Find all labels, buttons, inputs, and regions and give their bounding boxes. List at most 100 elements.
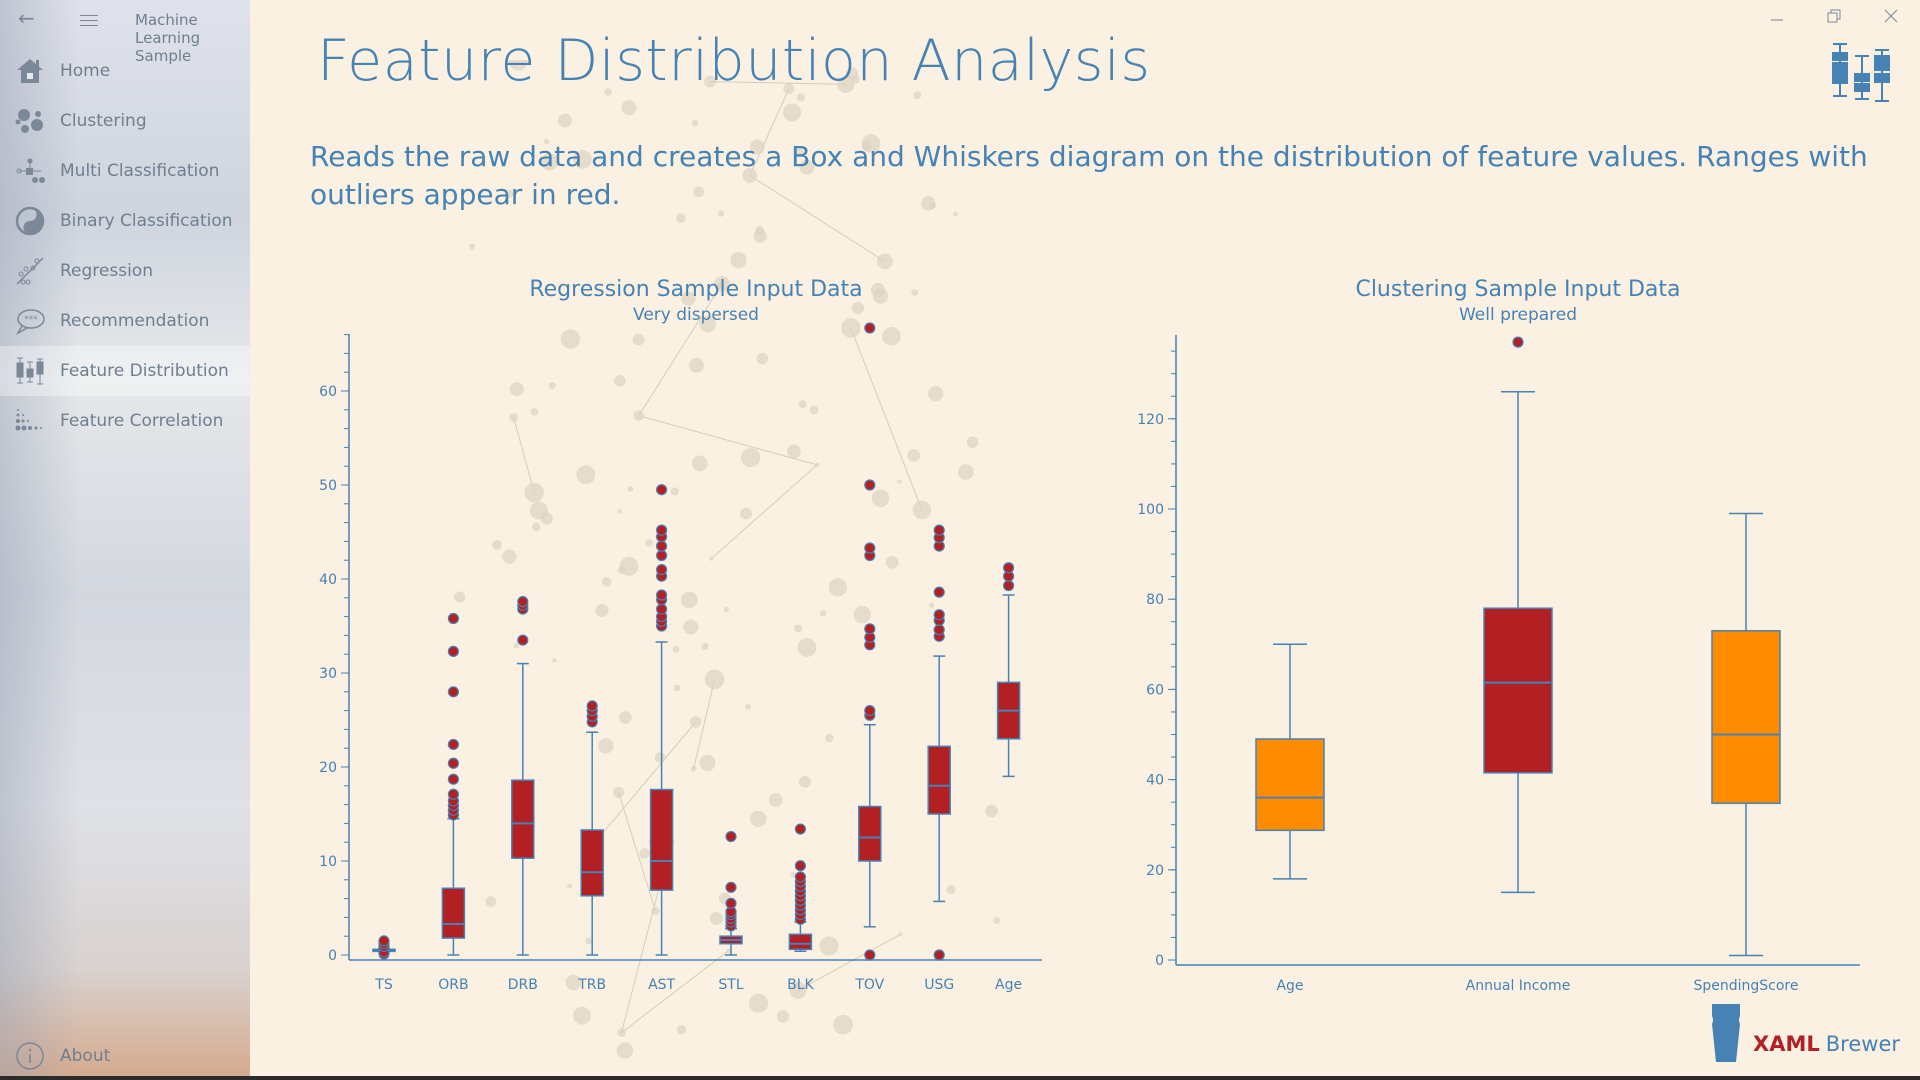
regression-icon: [14, 256, 46, 286]
restore-button[interactable]: [1827, 8, 1841, 27]
outlier-point: [655, 524, 668, 536]
network-node: [617, 1028, 626, 1038]
sidebar-item-binary-classification[interactable]: Binary Classification: [0, 196, 250, 246]
network-node: [704, 75, 716, 88]
x-tick-label: Age: [1276, 978, 1303, 994]
network-node: [730, 251, 747, 269]
outlier-point: [517, 634, 529, 646]
network-node: [552, 658, 557, 663]
network-node: [966, 436, 979, 449]
network-line: [711, 464, 818, 559]
back-button[interactable]: ←: [18, 6, 35, 30]
brand-xaml: XAML: [1753, 1032, 1820, 1056]
y-tick-label: 100: [1137, 502, 1164, 518]
network-node: [885, 555, 899, 569]
box-blk: [788, 933, 813, 951]
network-line: [587, 721, 697, 851]
network-node: [799, 159, 815, 175]
sidebar-item-home[interactable]: Home: [0, 46, 250, 96]
x-tick-label: DRB: [508, 977, 538, 993]
navigation-menu: Home Clustering Multi Classification Bin…: [0, 46, 250, 446]
network-node: [509, 382, 524, 397]
outlier-point: [933, 624, 945, 636]
outlier-point: [655, 549, 668, 562]
y-tick-label: 60: [1146, 682, 1164, 698]
x-tick-label: SpendingScore: [1693, 978, 1798, 994]
outlier-point: [655, 603, 668, 615]
network-node: [819, 936, 839, 956]
network-node: [782, 103, 801, 122]
network-node: [613, 786, 625, 798]
network-node: [744, 703, 751, 710]
network-node: [797, 638, 817, 657]
sidebar: ← Machine Learning Sample Home Clusterin…: [0, 0, 250, 1076]
outlier-point: [655, 589, 668, 601]
network-node: [491, 539, 502, 550]
network-node: [790, 871, 796, 878]
network-line: [710, 81, 846, 85]
network-node: [576, 465, 596, 485]
outlier-point: [864, 322, 876, 334]
outlier-point: [447, 645, 459, 657]
network-node: [513, 642, 520, 649]
info-icon: [14, 1041, 46, 1071]
network-node: [882, 327, 901, 346]
outlier-point: [447, 686, 459, 698]
x-tick-label: AST: [648, 977, 675, 993]
network-line: [749, 88, 790, 176]
sidebar-item-feature-distribution[interactable]: Feature Distribution: [0, 346, 250, 396]
network-node: [616, 1042, 634, 1059]
outlier-point: [794, 860, 807, 872]
clustering-icon: [14, 106, 46, 136]
network-node: [756, 352, 769, 365]
network-line: [797, 933, 901, 991]
network-node: [748, 993, 769, 1013]
home-icon: [14, 56, 46, 86]
sidebar-item-recommendation[interactable]: *** Recommendation: [0, 296, 250, 346]
network-node: [833, 1014, 853, 1035]
network-node: [750, 810, 767, 828]
network-node: [749, 139, 765, 155]
network-node: [699, 754, 716, 771]
chart-subtitle: Well prepared: [1458, 305, 1578, 325]
sidebar-item-about[interactable]: About: [0, 1036, 250, 1076]
network-node: [543, 138, 550, 145]
sidebar-item-regression[interactable]: Regression: [0, 246, 250, 296]
network-node: [851, 301, 865, 315]
outlier-point: [933, 524, 945, 536]
outlier-point: [933, 586, 945, 598]
minimize-button[interactable]: [1770, 8, 1784, 27]
outlier-point: [586, 700, 598, 712]
sidebar-item-multi-classification[interactable]: Multi Classification: [0, 146, 250, 196]
close-button[interactable]: [1884, 8, 1898, 27]
network-node: [672, 645, 680, 653]
network-node: [604, 88, 612, 96]
network-node: [613, 375, 626, 387]
y-tick-label: 20: [319, 760, 337, 776]
network-node: [845, 67, 859, 80]
network-node: [837, 75, 855, 93]
network-node: [709, 556, 714, 561]
network-node: [709, 911, 723, 925]
sidebar-item-feature-correlation[interactable]: Feature Correlation: [0, 396, 250, 446]
hamburger-icon: [80, 15, 98, 16]
x-tick-label: TS: [374, 977, 393, 993]
y-tick-label: 50: [319, 478, 337, 494]
network-node: [809, 405, 819, 415]
network-node: [819, 610, 827, 617]
network-node: [693, 186, 704, 198]
network-node: [794, 624, 803, 633]
network-node: [796, 93, 805, 102]
x-tick-label: Age: [995, 977, 1022, 993]
sidebar-item-clustering[interactable]: Clustering: [0, 96, 250, 146]
network-node: [654, 752, 666, 764]
page-description: Reads the raw data and creates a Box and…: [310, 140, 1868, 211]
network-node: [912, 500, 932, 520]
box-ast: [649, 788, 674, 891]
network-node: [681, 291, 696, 306]
y-tick-label: 0: [1155, 953, 1164, 969]
network-node: [548, 382, 556, 390]
network-node: [789, 981, 807, 999]
box-plot-icon: [14, 356, 46, 386]
hamburger-menu-button[interactable]: [80, 15, 98, 30]
